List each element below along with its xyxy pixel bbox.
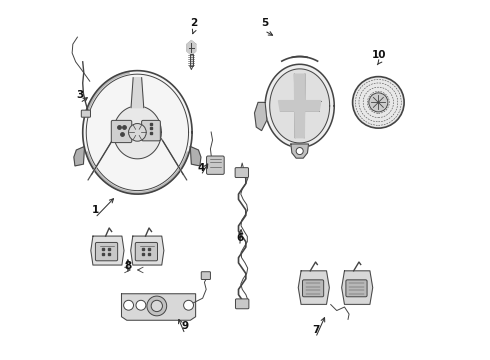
Circle shape [369,93,388,112]
Polygon shape [291,144,309,158]
Polygon shape [294,74,305,138]
Text: 5: 5 [261,18,268,28]
Circle shape [123,300,133,310]
Polygon shape [265,64,334,148]
Text: 7: 7 [312,325,319,335]
Circle shape [128,123,146,141]
Polygon shape [91,236,124,265]
FancyBboxPatch shape [346,280,367,297]
Bar [190,54,193,66]
Circle shape [136,300,146,310]
Polygon shape [342,271,373,304]
Polygon shape [187,41,196,55]
Text: 8: 8 [124,261,131,271]
Text: 1: 1 [92,205,98,215]
Polygon shape [113,106,161,159]
Polygon shape [83,71,192,194]
Polygon shape [122,294,196,320]
Polygon shape [88,136,115,180]
Text: 6: 6 [236,233,244,243]
Polygon shape [190,147,201,166]
Text: 2: 2 [190,18,197,28]
FancyBboxPatch shape [142,120,160,141]
FancyBboxPatch shape [81,110,91,117]
Text: 10: 10 [372,50,386,60]
FancyBboxPatch shape [236,299,249,309]
Polygon shape [270,69,330,143]
Text: 3: 3 [76,90,83,100]
FancyBboxPatch shape [96,242,118,261]
Circle shape [353,77,404,128]
Polygon shape [160,136,187,180]
FancyBboxPatch shape [201,272,210,279]
FancyBboxPatch shape [302,280,324,297]
Text: 4: 4 [197,163,205,173]
Polygon shape [74,147,84,166]
Circle shape [296,148,303,154]
Polygon shape [278,100,321,111]
Text: 9: 9 [181,321,189,332]
Circle shape [184,300,194,310]
FancyBboxPatch shape [111,120,132,143]
Circle shape [151,300,163,312]
Polygon shape [131,78,144,108]
Polygon shape [254,102,267,131]
FancyBboxPatch shape [235,168,248,177]
Polygon shape [131,236,164,265]
Polygon shape [298,271,329,304]
FancyBboxPatch shape [207,156,224,174]
FancyBboxPatch shape [135,242,157,261]
Circle shape [147,296,167,316]
